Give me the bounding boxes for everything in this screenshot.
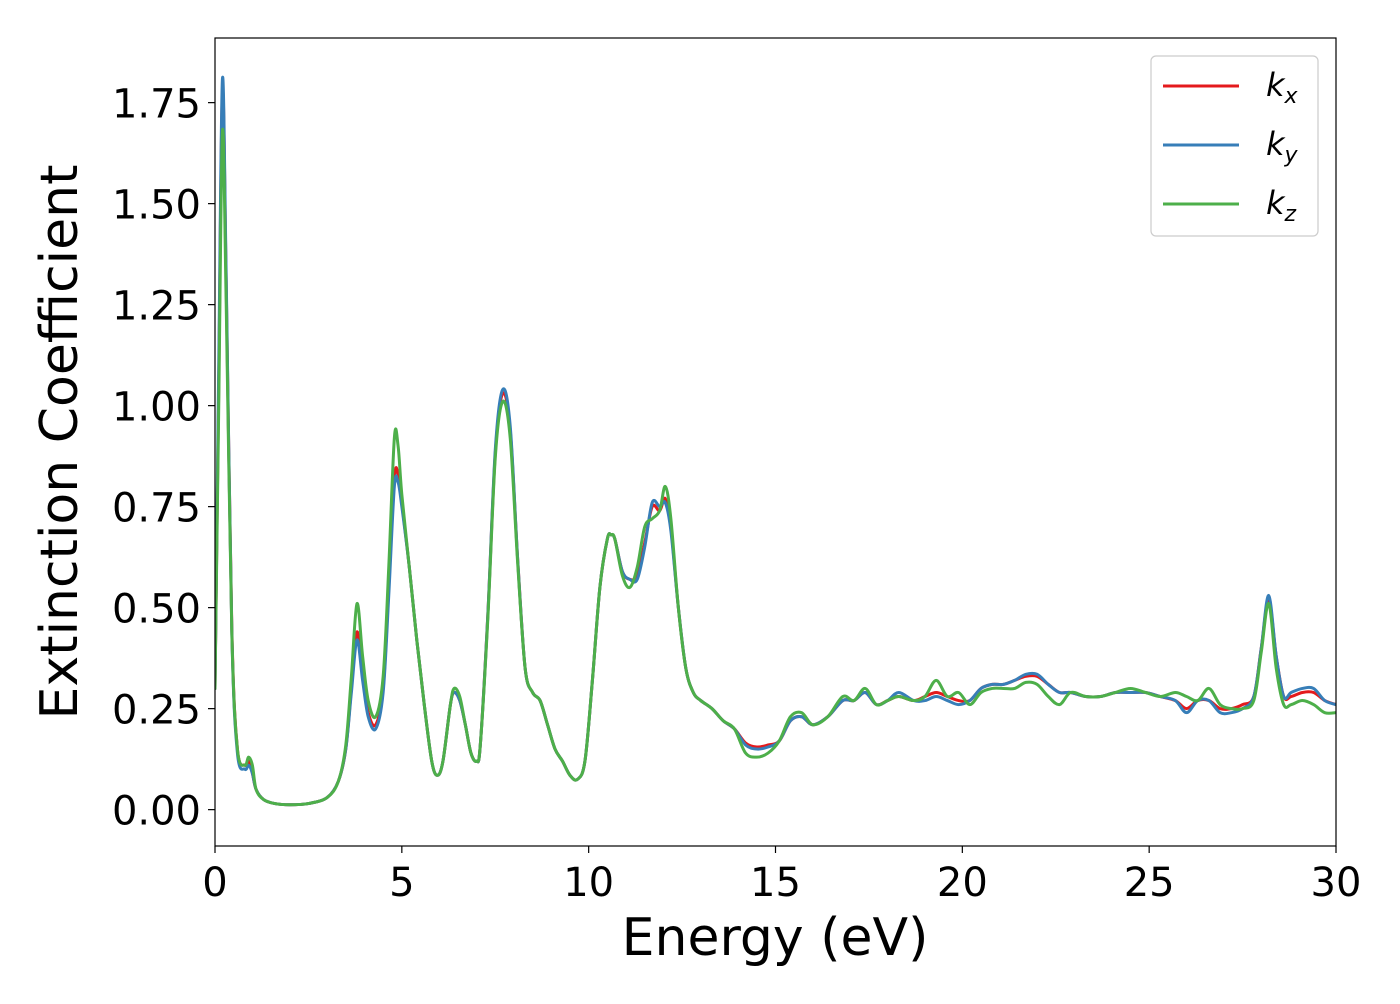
x-tick-label: 25: [1124, 860, 1175, 906]
x-tick-label: 20: [937, 860, 988, 906]
x-tick-label: 0: [202, 860, 227, 906]
x-axis-ticks: 0 5 10 15 20 25 30: [202, 846, 1361, 906]
plot-frame: [214, 37, 1337, 847]
y-tick-label: 0.25: [112, 688, 201, 734]
y-axis-label: Extinction Coefficient: [30, 165, 90, 720]
legend-label-subscript: z: [1284, 202, 1297, 227]
x-tick-label: 15: [750, 860, 801, 906]
y-tick-label: 1.00: [112, 385, 201, 431]
x-axis-label: Energy (eV): [622, 908, 929, 968]
y-tick-label: 1.50: [112, 183, 201, 229]
series-line-k-z: [215, 127, 1336, 807]
legend-label-subscript: x: [1284, 84, 1299, 109]
x-tick-label: 30: [1311, 860, 1362, 906]
legend-label-subscript: y: [1284, 143, 1299, 168]
y-axis-ticks: 0.00 0.25 0.50 0.75 1.00 1.25 1.50 1.75: [112, 82, 215, 835]
y-tick-label: 0.00: [112, 789, 201, 835]
y-tick-label: 0.50: [112, 587, 201, 633]
y-tick-label: 1.25: [112, 284, 201, 330]
legend-label: kz: [1266, 184, 1297, 227]
legend-label: kx: [1266, 66, 1299, 109]
series-lines: [215, 75, 1336, 807]
x-tick-label: 10: [563, 860, 614, 906]
legend-label-main: k: [1266, 125, 1286, 163]
y-tick-label: 1.75: [112, 82, 201, 128]
legend-label-main: k: [1266, 184, 1286, 222]
x-tick-label: 5: [389, 860, 414, 906]
y-tick-label: 0.75: [112, 486, 201, 532]
legend-label-main: k: [1266, 66, 1286, 104]
legend-label: ky: [1266, 125, 1299, 168]
